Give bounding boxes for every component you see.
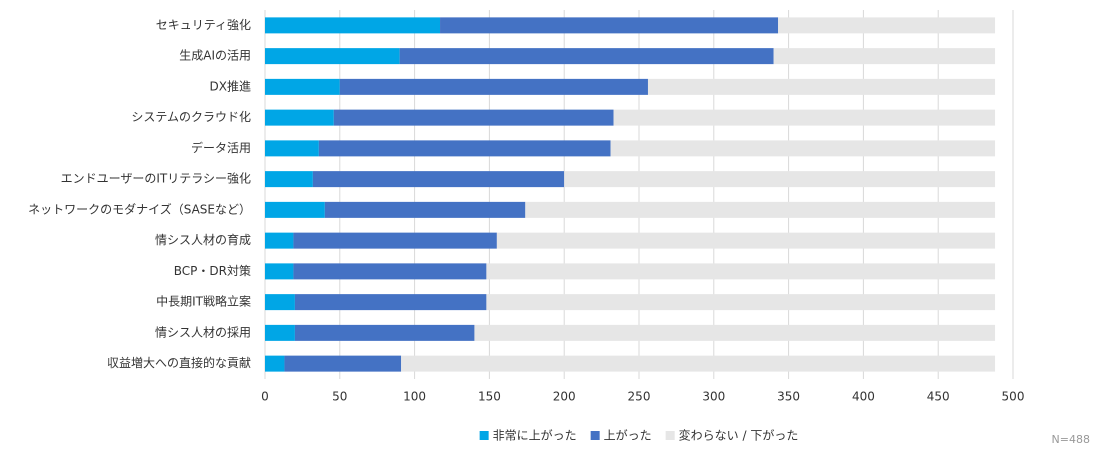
bar-segment — [265, 294, 295, 311]
bar-segment — [564, 171, 996, 188]
bar-segment — [401, 355, 996, 372]
bar-segment — [265, 324, 295, 341]
bar-segment — [265, 232, 294, 249]
x-tick-label: 50 — [332, 390, 347, 404]
bar-segment — [294, 294, 487, 311]
legend-label: 変わらない / 下がった — [679, 428, 799, 443]
y-tick-label: ネットワークのモダナイズ（SASEなど） — [28, 201, 251, 216]
bar-segment — [339, 78, 648, 95]
x-tick-label: 150 — [478, 390, 501, 404]
legend-swatch — [479, 431, 489, 440]
y-tick-label: システムのクラウド化 — [131, 110, 251, 124]
bar-segment — [265, 263, 294, 280]
bar-segment — [265, 355, 285, 372]
legend-label: 上がった — [604, 428, 652, 443]
x-tick-label: 400 — [852, 390, 875, 404]
x-tick-label: 250 — [628, 390, 651, 404]
bar-segment — [265, 140, 319, 157]
y-tick-label: 情シス人材の育成 — [155, 232, 251, 247]
bar-segment — [778, 17, 996, 34]
x-tick-label: 300 — [702, 390, 725, 404]
y-tick-label: 収益増大への直接的な貢献 — [107, 355, 251, 370]
y-tick-label: 生成AIの活用 — [179, 49, 251, 63]
bar-segment — [647, 78, 996, 95]
bar-segment — [265, 201, 325, 218]
y-tick-label: データ活用 — [191, 140, 251, 155]
bar-segment — [613, 109, 996, 126]
bar-segment — [440, 17, 779, 34]
x-tick-label: 450 — [927, 390, 950, 404]
bar-segment — [474, 324, 996, 341]
y-tick-label: DX推進 — [210, 79, 251, 93]
bar-segment — [312, 171, 565, 188]
bar-segment — [265, 109, 334, 126]
bar-segment — [294, 324, 475, 341]
bar-segment — [486, 263, 996, 280]
x-tick-label: 200 — [553, 390, 576, 404]
x-tick-label: 500 — [1002, 390, 1025, 404]
bar-segment — [773, 48, 996, 65]
bar-segment — [399, 48, 774, 65]
bar-segment — [265, 48, 400, 65]
y-tick-label: エンドユーザーのITリテラシー強化 — [61, 172, 251, 186]
y-tick-label: 情シス人材の採用 — [155, 325, 251, 339]
legend-swatch — [590, 431, 600, 440]
y-tick-label: BCP・DR対策 — [174, 264, 251, 278]
bar-segment — [265, 17, 441, 34]
bar-segment — [293, 263, 487, 280]
bar-segment — [318, 140, 611, 157]
bar-segment — [293, 232, 497, 249]
bar-segment — [610, 140, 996, 157]
bar-segment — [324, 201, 526, 218]
sample-size-note: N=488 — [1052, 433, 1090, 446]
y-tick-label: セキュリティ強化 — [156, 18, 251, 32]
x-tick-label: 0 — [261, 390, 269, 404]
bar-segment — [265, 171, 313, 188]
y-tick-label: 中長期IT戦略立案 — [156, 294, 251, 309]
x-tick-label: 350 — [777, 390, 800, 404]
bar-segment — [486, 294, 996, 311]
bar-segment — [333, 109, 614, 126]
bar-segment — [525, 201, 996, 218]
bar-segment — [496, 232, 996, 249]
legend-label: 非常に上がった — [493, 428, 577, 443]
legend-swatch — [665, 431, 675, 440]
bar-segment — [284, 355, 402, 372]
bar-segment — [265, 78, 340, 95]
x-tick-label: 100 — [403, 390, 426, 404]
